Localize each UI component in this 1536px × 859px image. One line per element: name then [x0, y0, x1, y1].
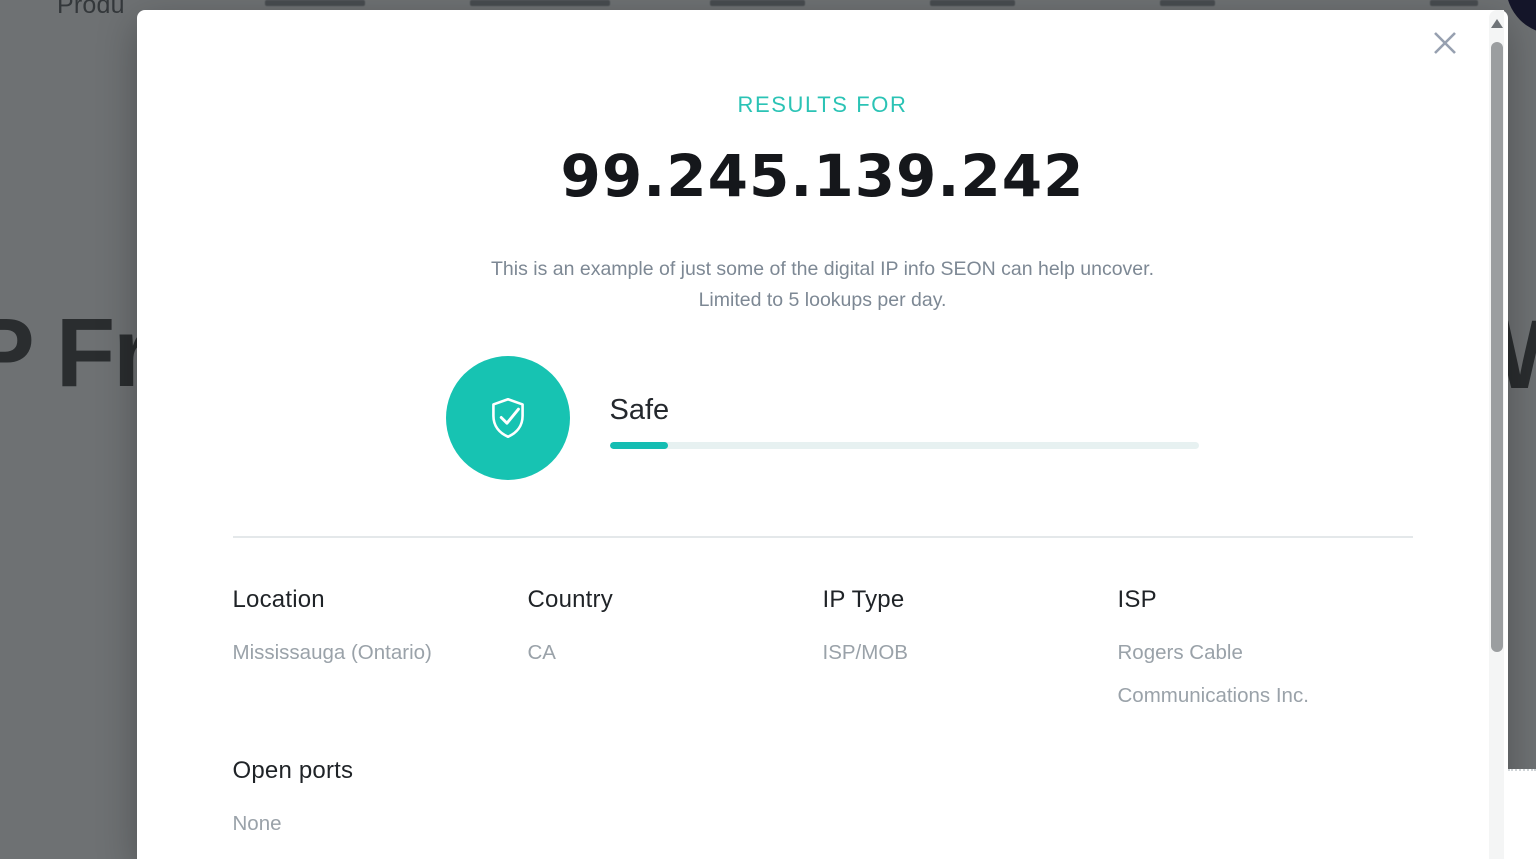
risk-progress-fill	[609, 442, 669, 449]
risk-score-row: Safe	[445, 356, 1413, 480]
nav-item-products-fragment: Produ	[57, 0, 125, 19]
field-value: None	[232, 812, 282, 835]
field-value: ISP/MOB	[822, 641, 908, 664]
close-icon	[1434, 32, 1456, 54]
scrollbar-thumb[interactable]	[1490, 42, 1503, 652]
risk-label: Safe	[609, 394, 670, 426]
field-ip-type: IP Type ISP/MOB	[823, 586, 1118, 717]
risk-score-badge	[445, 356, 570, 480]
nav-item-fragment	[1160, 0, 1215, 6]
field-label: IP Type	[822, 586, 905, 613]
field-open-ports: Open ports None	[233, 757, 1413, 845]
modal-scrollbar[interactable]	[1489, 10, 1504, 859]
field-label: Location	[232, 586, 325, 613]
field-label: Open ports	[232, 757, 354, 784]
scroll-up-arrow-icon[interactable]	[1491, 19, 1503, 28]
field-value: Rogers Cable Communications Inc.	[1117, 641, 1309, 707]
dark-corner-shape	[1506, 0, 1536, 34]
description-line-2: Limited to 5 lookups per day.	[698, 289, 947, 311]
field-country: Country CA	[528, 586, 823, 717]
risk-progress-track	[609, 442, 1199, 449]
cookie-bar-fragment	[1508, 769, 1536, 859]
shield-check-icon	[491, 397, 524, 439]
ip-details-grid: Location Mississauga (Ontario) Country C…	[233, 586, 1413, 717]
nav-item-fragment	[930, 0, 1015, 6]
close-button[interactable]	[1428, 26, 1462, 60]
field-value: Mississauga (Ontario)	[232, 641, 432, 664]
results-eyebrow: RESULTS FOR	[737, 92, 908, 117]
nav-item-fragment	[470, 0, 610, 6]
nav-item-fragment	[265, 0, 365, 6]
ip-results-modal: RESULTS FOR 99.245.139.242 This is an ex…	[137, 10, 1508, 859]
description-line-1: This is an example of just some of the d…	[491, 258, 1154, 280]
ip-address: 99.245.139.242	[560, 142, 1085, 210]
field-value: CA	[527, 641, 556, 664]
field-label: Country	[527, 586, 613, 613]
field-isp: ISP Rogers Cable Communications Inc.	[1118, 586, 1413, 717]
section-divider	[232, 536, 1413, 538]
field-location: Location Mississauga (Ontario)	[233, 586, 528, 717]
nav-item-fragment	[710, 0, 805, 6]
nav-item-fragment	[1430, 0, 1478, 6]
results-description: This is an example of just some of the d…	[233, 254, 1413, 316]
field-label: ISP	[1117, 586, 1157, 613]
